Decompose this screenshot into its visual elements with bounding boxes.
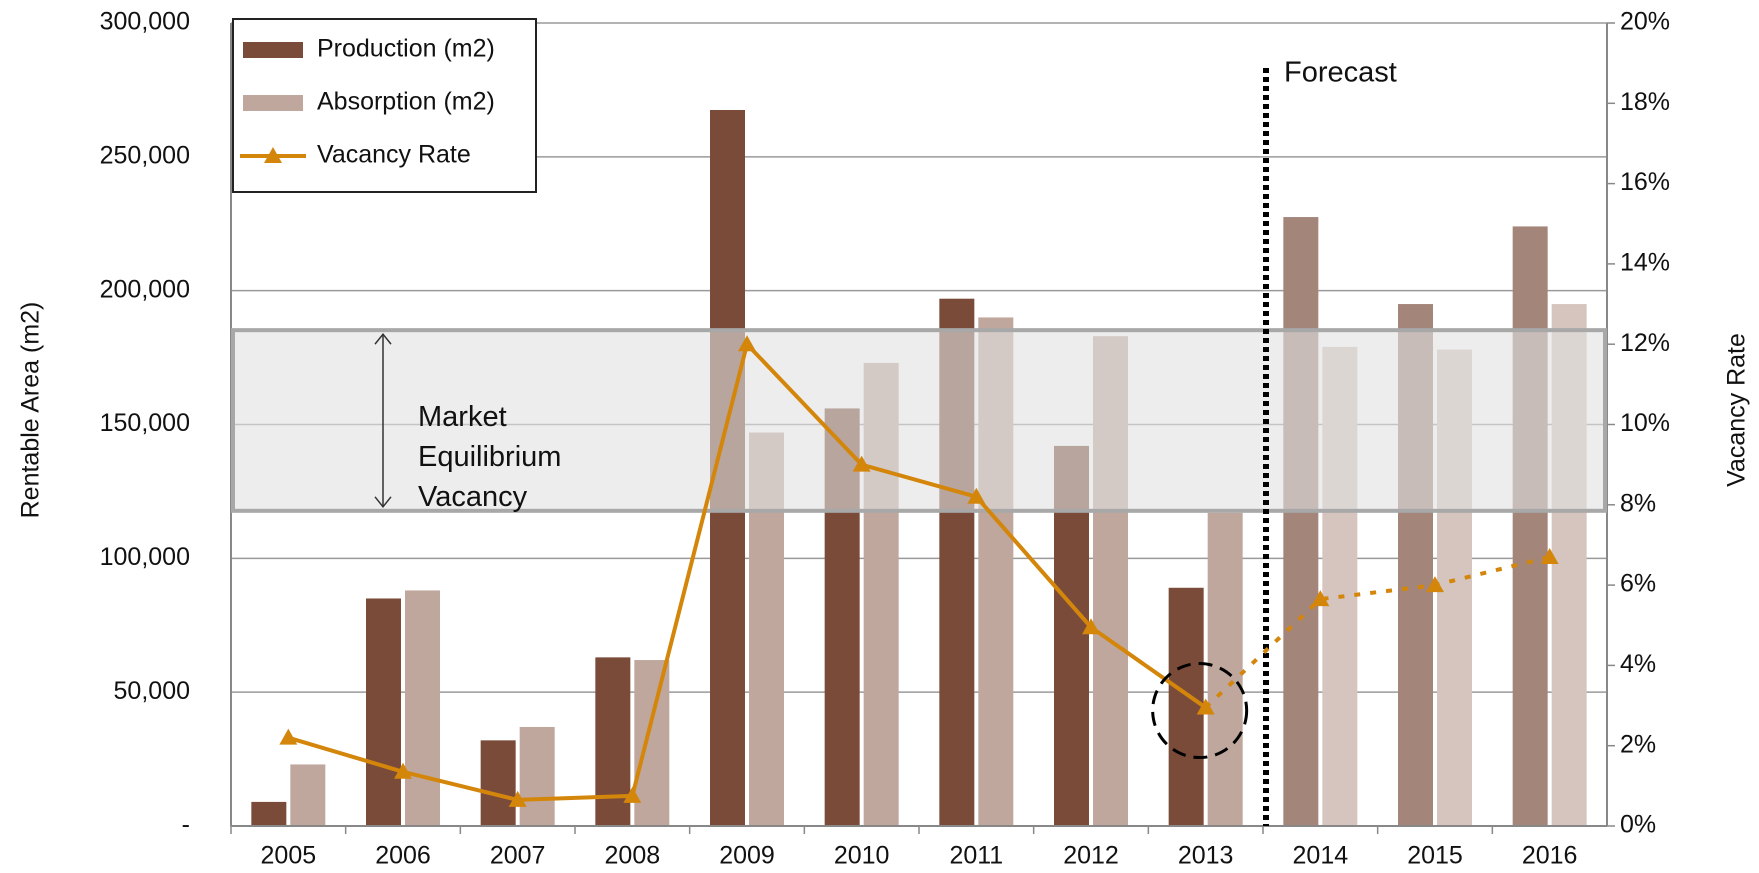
equilibrium-label: Equilibrium [418,441,561,473]
bar [366,598,401,826]
vacancy-marker [967,487,986,504]
bar [1168,587,1204,826]
y2-tick-label: 10% [1620,409,1670,437]
y2-tick-label: 16% [1620,168,1670,196]
y-tick-label: 100,000 [100,543,190,571]
y2-tick-label: 6% [1620,570,1656,598]
legend-label: Vacancy Rate [317,141,471,169]
y-tick-label: 300,000 [100,8,190,36]
bar [1512,226,1548,827]
y-axis-label: Rentable Area (m2) [17,302,45,519]
x-tick-label: 2016 [1522,842,1578,870]
bar [480,740,516,826]
vacancy-line [1204,555,1551,710]
vacancy-marker [1426,576,1444,593]
y-tick-label: - [182,811,190,839]
y2-tick-label: 20% [1620,8,1670,36]
legend-label: Production (m2) [317,35,495,63]
legend-label: Absorption (m2) [317,88,495,116]
vacancy-marker [394,762,412,779]
x-tick-label: 2010 [834,842,890,870]
vacancy-marker [1540,547,1559,564]
legend-swatch [264,147,282,163]
x-tick-label: 2012 [1063,842,1119,870]
bar [251,801,287,826]
y2-tick-label: 8% [1620,489,1656,517]
highlight-circle [1151,662,1249,760]
vacancy-marker [1311,590,1330,607]
vacancy-marker [623,786,642,803]
y2-tick-label: 18% [1620,88,1670,116]
y2-axis-label: Vacancy Rate [1723,333,1751,487]
equilibrium-label: Vacancy [418,481,528,513]
x-tick-label: 2011 [949,842,1003,870]
y-tick-label: 50,000 [114,677,190,705]
x-tick-label: 2015 [1407,842,1463,870]
y2-tick-label: 4% [1620,650,1656,678]
x-tick-label: 2006 [375,842,431,870]
x-tick-label: 2009 [719,842,775,870]
x-tick-label: 2005 [261,842,317,870]
vacancy-marker [738,335,756,352]
x-tick-label: 2008 [605,842,661,870]
vacancy-marker [279,728,298,745]
equilibrium-label: Market [418,401,507,433]
vacancy-marker [852,455,871,472]
bar [634,660,670,826]
vacancy-marker [508,790,527,807]
bar [405,590,440,826]
y2-tick-label: 12% [1620,329,1670,357]
bar [1283,217,1319,826]
y2-tick-label: 2% [1620,730,1656,758]
bar [290,764,326,826]
x-tick-label: 2013 [1178,842,1234,870]
vacancy-marker [1082,618,1100,635]
legend-swatch [243,42,303,58]
x-tick-label: 2014 [1293,842,1349,870]
arrow-head [374,332,392,509]
y-tick-label: 150,000 [100,409,190,437]
x-tick-label: 2007 [490,842,546,870]
y-tick-label: 250,000 [100,141,190,169]
forecast-label: Forecast [1284,57,1397,89]
y2-tick-label: 14% [1620,249,1670,277]
vacancy-marker [1196,698,1215,715]
y-tick-label: 200,000 [100,275,190,303]
y2-tick-label: 0% [1620,811,1656,839]
legend-swatch [243,95,303,111]
bar [519,726,555,826]
